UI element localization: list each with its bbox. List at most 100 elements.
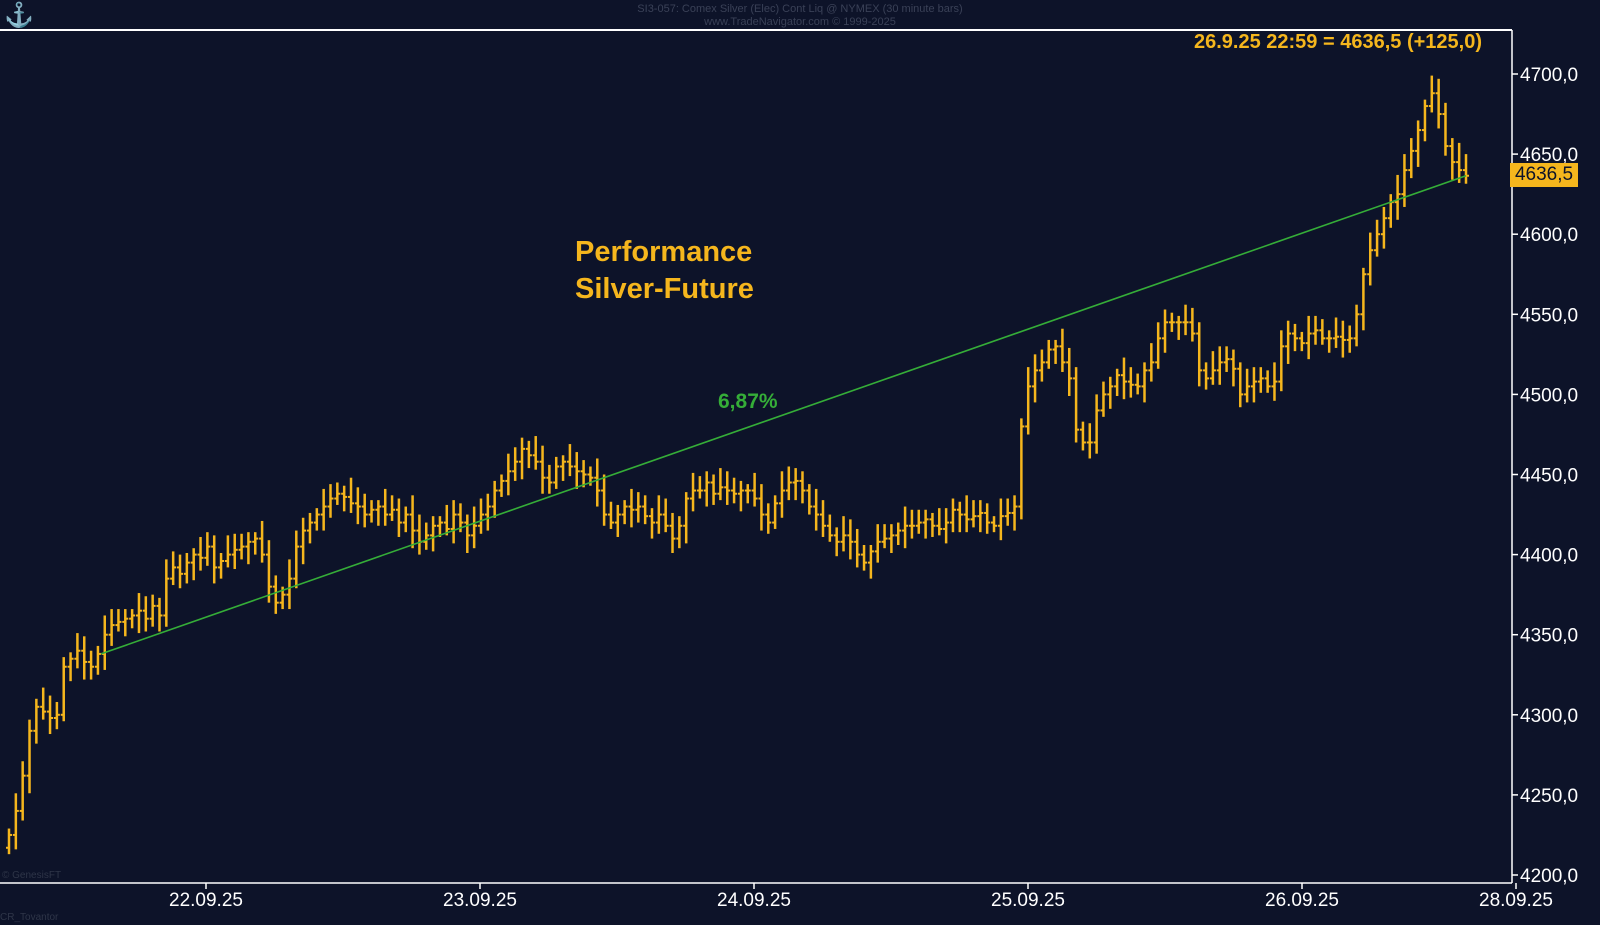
ohlc-bar [1285, 320, 1292, 364]
ohlc-bar [183, 552, 190, 584]
chart-title: Performance Silver-Future [575, 234, 754, 308]
x-tick-label: 28.09.25 [1479, 890, 1553, 911]
ohlc-bar [53, 701, 60, 730]
y-tick-label: 4250,0 [1520, 786, 1578, 807]
ohlc-bar [642, 495, 649, 525]
ohlc-bar [997, 498, 1004, 541]
ohlc-bar [1298, 331, 1305, 352]
ohlc-bar [1394, 174, 1401, 220]
y-tick-label: 4450,0 [1520, 466, 1578, 487]
ohlc-bar [272, 575, 279, 614]
ohlc-bar [354, 487, 361, 525]
ohlc-bar [922, 509, 929, 539]
ohlc-bar [1018, 418, 1025, 520]
last-price-tag: 4636,5 [1510, 163, 1578, 187]
ohlc-bar [115, 609, 122, 632]
ohlc-bar [881, 524, 888, 549]
ohlc-bar [313, 508, 320, 531]
ohlc-bar [231, 533, 238, 570]
title-line-2: Silver-Future [575, 273, 754, 305]
x-axis: 22.09.25 23.09.25 24.09.25 25.09.25 26.09.25… [169, 883, 1553, 911]
ohlc-bar [1038, 349, 1045, 382]
ohlc-bar [1312, 315, 1319, 345]
ohlc-bar [1367, 232, 1374, 286]
ohlc-bar [252, 532, 259, 555]
ohlc-bar [655, 495, 662, 534]
ohlc-bar [710, 474, 717, 505]
ohlc-bar [1333, 317, 1340, 348]
ohlc-bar [683, 492, 690, 544]
ohlc-bar [382, 488, 389, 526]
ohlc-bar [737, 480, 744, 512]
ohlc-bar [149, 594, 156, 627]
ohlc-bar [1360, 267, 1367, 331]
ohlc-bar [799, 471, 806, 504]
ohlc-bar [484, 493, 491, 531]
ohlc-bar [293, 530, 300, 589]
ohlc-bar [861, 544, 868, 571]
ohlc-bar [26, 719, 33, 794]
ohlc-bar [197, 536, 204, 571]
ohlc-bar [409, 495, 416, 549]
ohlc-bar [1421, 99, 1428, 142]
ohlc-bar [40, 687, 47, 720]
ohlc-bar [854, 528, 861, 568]
ohlc-bar [943, 508, 950, 544]
ohlc-bar [1244, 368, 1251, 403]
ohlc-bar [1175, 315, 1182, 340]
ohlc-bar [888, 524, 895, 553]
ohlc-bar [320, 488, 327, 531]
ohlc-bar [300, 517, 307, 565]
performance-trendline [100, 174, 1467, 655]
ohlc-bar [1120, 357, 1127, 400]
ohlc-bar [765, 503, 772, 534]
ohlc-bar [142, 596, 149, 632]
ohlc-bar [1066, 347, 1073, 397]
ohlc-bar [1189, 307, 1196, 342]
y-tick-label: 4700,0 [1520, 65, 1578, 86]
ohlc-bar [1223, 346, 1230, 372]
ohlc-bar [19, 761, 26, 821]
ohlc-bar [546, 464, 553, 494]
y-tick-label: 4300,0 [1520, 706, 1578, 727]
ohlc-bar [1182, 304, 1189, 336]
ohlc-bar [895, 522, 902, 545]
ohlc-bar [190, 548, 197, 581]
ohlc-bar [669, 512, 676, 553]
ohlc-bar [532, 436, 539, 470]
ohlc-bar [67, 652, 74, 682]
ohlc-bar [430, 516, 437, 552]
ohlc-bar [1203, 362, 1210, 390]
ohlc-bar [1319, 319, 1326, 345]
ohlc-bar [1025, 367, 1032, 435]
ohlc-bar [580, 460, 587, 488]
ohlc-bar [334, 482, 341, 505]
last-price-label: 26.9.25 22:59 = 4636,5 (+125,0) [1193, 31, 1482, 53]
anchor-icon: ⚓ [4, 2, 34, 29]
trendline-layer [100, 174, 1467, 655]
ohlc-bar [772, 495, 779, 529]
ohlc-bar [471, 506, 478, 549]
y-tick-label: 4400,0 [1520, 546, 1578, 567]
ohlc-bar [1045, 339, 1052, 369]
ohlc-bar [1011, 495, 1018, 531]
ohlc-bar [341, 485, 348, 512]
ohlc-bar [1114, 368, 1121, 397]
y-tick-label: 4500,0 [1520, 385, 1578, 406]
ohlc-bar [1456, 142, 1463, 183]
ohlc-bar [628, 488, 635, 528]
ohlc-bar [840, 516, 847, 552]
y-axis: 4200,0 4250,0 4300,0 4350,0 4400,0 4450,0 4500… [1512, 65, 1578, 887]
ohlc-bar [1093, 394, 1100, 454]
header-copyright: www.TradeNavigator.com © 1999-2025 [704, 16, 896, 28]
ohlc-bar [908, 509, 915, 539]
ohlc-bar [464, 514, 471, 553]
ohlc-bar [204, 532, 211, 566]
ohlc-bar [1059, 328, 1066, 372]
ohlc-bar [443, 504, 450, 536]
header-symbol: SI3-057: Comex Silver (Elec) Cont Liq @ … [637, 3, 963, 15]
ohlc-bar [751, 472, 758, 507]
ohlc-bar [1435, 78, 1442, 129]
ohlc-bar [1305, 315, 1312, 360]
